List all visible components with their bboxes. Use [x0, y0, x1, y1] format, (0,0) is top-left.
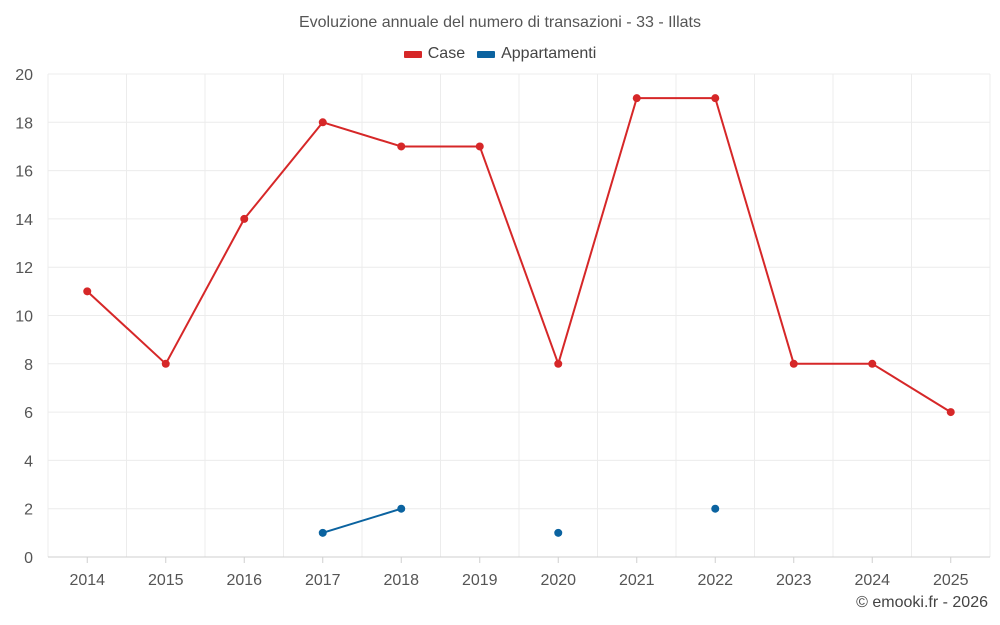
legend-swatch-case [403, 50, 422, 58]
y-tick-label: 20 [15, 67, 33, 84]
x-tick-label: 2017 [305, 572, 341, 589]
x-tick-label: 2019 [462, 572, 498, 589]
chart-title: Evoluzione annuale del numero di transaz… [298, 14, 701, 31]
x-tick-label: 2024 [854, 572, 890, 589]
chart-legend: Case Appartamenti [0, 45, 1000, 63]
legend-label-appartamenti: Appartamenti [501, 45, 597, 62]
data-point-case [397, 142, 406, 151]
y-tick-label: 0 [24, 550, 33, 567]
series-line-case [322, 121, 402, 148]
series-line-case [714, 97, 795, 365]
x-tick-label: 2014 [69, 572, 105, 589]
data-point-case [554, 359, 563, 368]
data-point-case [318, 118, 327, 127]
y-tick-label: 16 [15, 164, 33, 181]
data-point-case [946, 408, 955, 417]
copyright-footer: © emooki.fr - 2026 [856, 594, 988, 611]
data-point-case [789, 359, 798, 368]
data-point-case [868, 359, 877, 368]
data-point-case [240, 214, 249, 223]
y-tick-label: 10 [15, 309, 33, 326]
x-tick-label: 2022 [697, 572, 733, 589]
data-point-case [711, 94, 720, 103]
data-point-case [632, 94, 641, 103]
data-point-appartamenti [554, 528, 563, 537]
data-point-case [475, 142, 484, 151]
legend-item-case[interactable]: Case [403, 45, 466, 63]
series-line-case [478, 146, 560, 365]
series-line-case [871, 362, 952, 413]
data-point-appartamenti [318, 528, 327, 537]
x-tick-label: 2021 [619, 572, 655, 589]
y-tick-label: 18 [15, 115, 33, 132]
legend-label-case: Case [427, 45, 466, 62]
series-line-appartamenti [322, 507, 402, 534]
y-tick-label: 14 [15, 212, 33, 229]
data-point-appartamenti [711, 504, 720, 513]
x-tick-label: 2020 [540, 572, 576, 589]
y-tick-label: 2 [24, 502, 33, 519]
legend-item-appartamenti[interactable]: Appartamenti [477, 45, 596, 63]
series-line-case [86, 290, 167, 365]
x-tick-label: 2023 [776, 572, 812, 589]
y-tick-label: 4 [24, 453, 33, 470]
x-tick-label: 2018 [383, 572, 419, 589]
data-point-appartamenti [397, 504, 406, 513]
x-tick-label: 2025 [933, 572, 969, 589]
y-tick-label: 8 [24, 357, 33, 374]
y-tick-label: 6 [24, 405, 33, 422]
data-point-case [83, 287, 92, 296]
series-line-case [164, 218, 246, 365]
x-tick-label: 2016 [226, 572, 262, 589]
legend-swatch-appartamenti [477, 50, 496, 58]
series-line-case [557, 97, 638, 365]
y-tick-label: 12 [15, 260, 33, 277]
x-tick-label: 2015 [148, 572, 184, 589]
series-line-case [243, 121, 324, 220]
data-point-case [161, 359, 170, 368]
